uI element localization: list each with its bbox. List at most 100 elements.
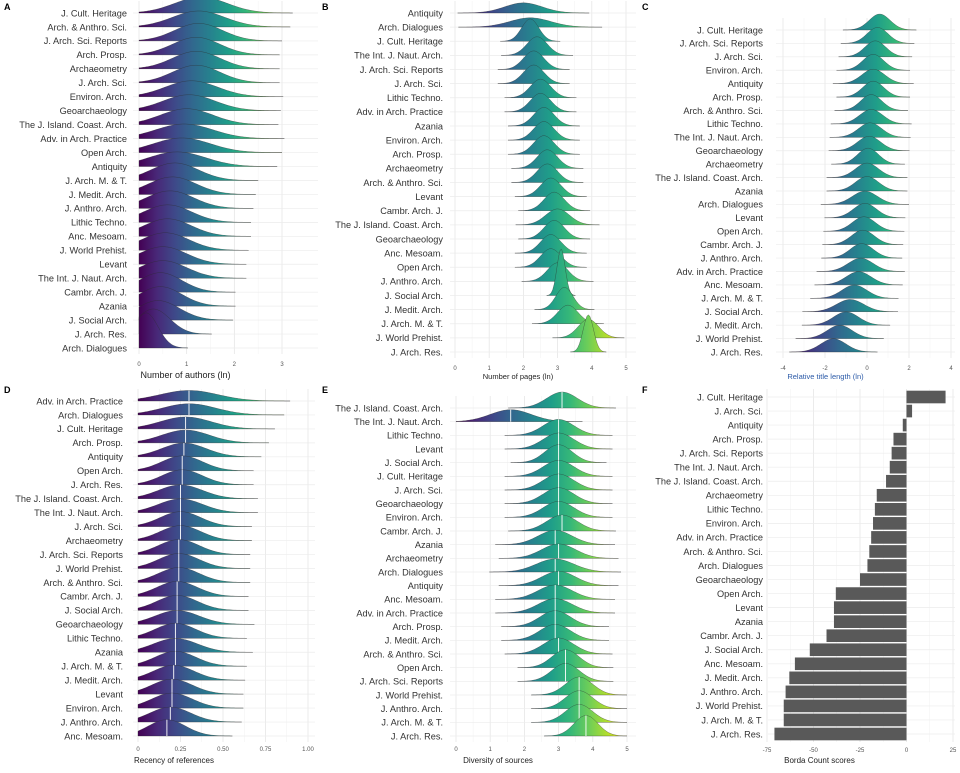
ridge-d-18: [137, 638, 253, 653]
row-label: The Int. J. Naut. Arch.: [38, 274, 127, 284]
ridge-c-17: [821, 243, 903, 259]
bar-24: [774, 727, 907, 741]
ridge-a-16: [138, 218, 252, 237]
ridge-d-16: [137, 610, 255, 625]
row-label: J. Social Arch.: [69, 315, 127, 325]
ridge-c-0: [842, 13, 917, 31]
row-label: The Int. J. Naut. Arch.: [354, 51, 443, 61]
ridge-d-10: [137, 525, 252, 541]
row-label: Antiquity: [728, 420, 764, 430]
row-label: J. Arch. Sci.: [394, 79, 443, 89]
ridge-d-6: [137, 469, 254, 485]
ridge-d-2: [137, 416, 275, 430]
row-label: The Int. J. Naut. Arch.: [354, 417, 443, 427]
row-label: J. Arch. M. & T.: [381, 319, 443, 329]
row-label: J. Cult. Heritage: [697, 25, 763, 35]
bar-22: [783, 699, 907, 713]
row-label: J. World Prehist.: [376, 690, 443, 700]
row-label: J. World Prehist.: [60, 246, 127, 256]
row-label: Geoarchaeology: [376, 499, 444, 509]
ridge-b-14: [518, 191, 591, 211]
row-label: Adv. in Arch. Practice: [40, 134, 127, 144]
ridge-c-5: [836, 81, 911, 98]
row-label: Antiquity: [92, 162, 128, 172]
row-label: Archaeometry: [66, 536, 124, 546]
x-axis-title: Number of authors (ln): [140, 370, 230, 380]
row-label: Open Arch.: [81, 148, 127, 158]
ridge-d-8: [137, 498, 258, 513]
row-label: Cambr. Arch. J.: [60, 592, 123, 602]
x-tick-label: 5: [624, 366, 628, 372]
row-label: Arch. & Anthro. Sci.: [363, 178, 443, 188]
row-label: J. Cult. Heritage: [377, 472, 443, 482]
row-label: Adv. in Arch. Practice: [356, 608, 443, 618]
row-label: Arch. Prosp.: [712, 434, 763, 444]
ridge-a-17: [138, 232, 249, 251]
row-label: J. Anthro. Arch.: [381, 704, 443, 714]
row-label: Environ. Arch.: [66, 703, 123, 713]
panel-letter: E: [322, 385, 328, 395]
row-label: J. Social Arch.: [385, 291, 443, 301]
row-label: Levant: [415, 444, 443, 454]
row-label: J. Anthro. Arch.: [61, 717, 123, 727]
ridge-a-3: [138, 37, 280, 56]
ridge-d-14: [137, 581, 249, 597]
row-label: Arch. Prosp.: [392, 622, 443, 632]
row-label: Arch. Prosp.: [76, 50, 127, 60]
ridge-d-4: [137, 442, 262, 457]
x-tick-label: 0: [137, 362, 141, 368]
row-label: Cambr. Arch. J.: [700, 631, 763, 641]
ridge-a-0: [138, 0, 293, 14]
bar-9: [873, 517, 907, 530]
row-label: Archaeometry: [386, 164, 444, 174]
row-label: Lithic Techno.: [387, 93, 443, 103]
x-tick-label: 1.00: [302, 747, 314, 753]
row-label: Open Arch.: [717, 227, 763, 237]
row-label: Lithic Techno.: [71, 218, 127, 228]
row-label: J. Medit. Arch.: [385, 636, 443, 646]
x-tick-label: 2: [907, 366, 911, 372]
row-label: Archaeometry: [70, 64, 128, 74]
ridge-b-12: [511, 163, 584, 183]
ridge-c-16: [822, 230, 904, 245]
row-label: Environ. Arch.: [706, 66, 763, 76]
row-label: Geoarchaeology: [60, 106, 128, 116]
row-label: J. Arch. Sci. Reports: [680, 39, 764, 49]
ridge-d-0: [137, 390, 291, 402]
ridge-c-9: [828, 136, 910, 151]
row-label: Adv. in Arch. Practice: [36, 396, 123, 406]
row-label: Archaeometry: [706, 159, 764, 169]
row-label: J. Arch. M. & T.: [65, 176, 127, 186]
row-label: J. Arch. Res.: [711, 347, 763, 357]
bar-3: [893, 432, 907, 446]
panel-b: B Antiquity Arch. Dialogues J. Cult. Herita…: [322, 1, 636, 381]
row-label: Arch. & Anthro. Sci.: [683, 106, 763, 116]
bar-4: [891, 446, 907, 460]
bar-11: [869, 545, 907, 558]
row-label: Open Arch.: [717, 589, 763, 599]
bar-17: [826, 629, 907, 643]
bar-18: [809, 643, 907, 657]
ridge-a-14: [138, 190, 254, 209]
panel-c: C J. Cult. Heritage J. Arch. Sci. Reports J…: [642, 2, 955, 381]
row-label: The J. Island. Coast. Arch.: [19, 120, 127, 130]
row-label: J. Medit. Arch.: [705, 673, 763, 683]
row-label: Anc. Mesoam.: [384, 248, 443, 258]
ridge-a-13: [138, 176, 256, 195]
bar-12: [867, 559, 907, 572]
ridge-b-21: [534, 287, 595, 310]
row-label: Environ. Arch.: [70, 92, 127, 102]
row-label: Environ. Arch.: [706, 519, 763, 529]
x-tick-label: 4: [590, 366, 594, 372]
row-label: Open Arch.: [397, 663, 443, 673]
bar-7: [876, 488, 907, 502]
ridge-c-18: [816, 258, 905, 272]
row-label: Lithic Techno.: [707, 505, 763, 515]
ridge-b-16: [518, 220, 591, 240]
ridge-c-24: [789, 338, 878, 353]
x-tick-label: 3: [280, 362, 284, 368]
x-tick-label: 1: [489, 747, 493, 753]
bar-13: [860, 573, 907, 586]
row-label: Antiquity: [88, 452, 124, 462]
bar-21: [785, 685, 907, 699]
